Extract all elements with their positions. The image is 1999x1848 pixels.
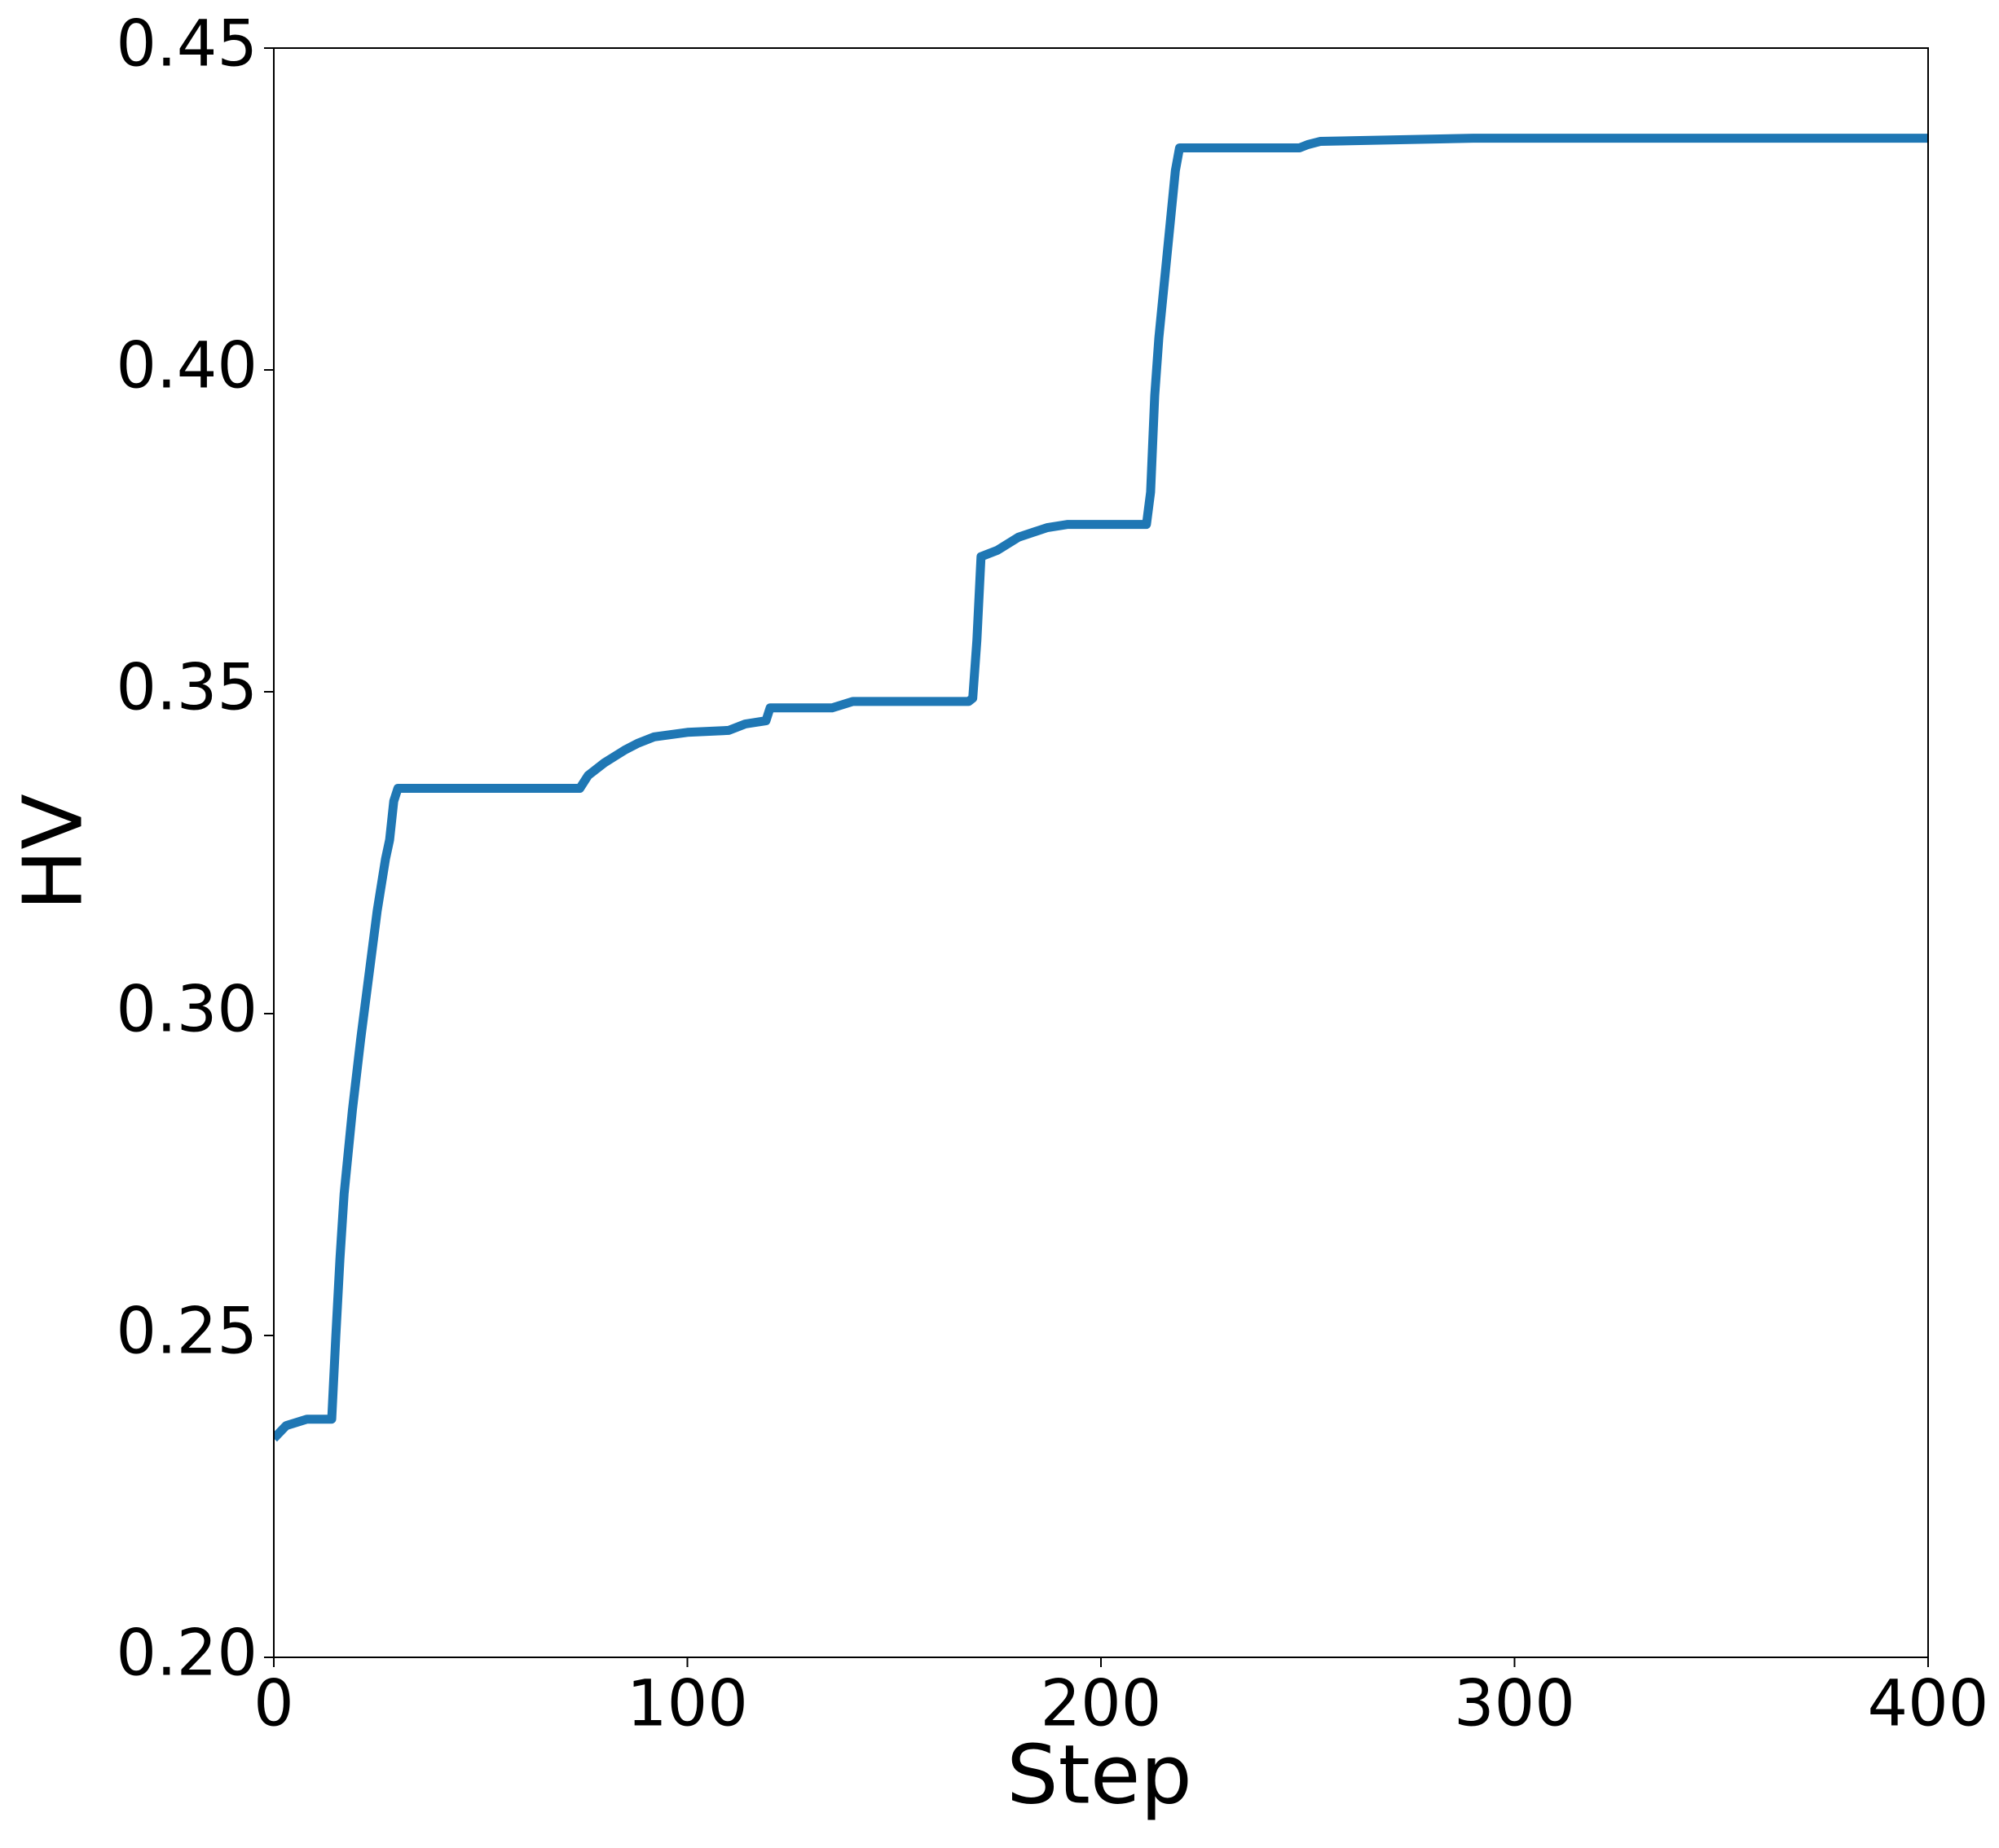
y-axis-label: HV — [5, 794, 100, 911]
y-tick-label: 0.45 — [116, 7, 258, 81]
x-axis-label: Step — [1006, 1727, 1192, 1822]
y-tick-label: 0.30 — [116, 973, 258, 1046]
y-tick-label: 0.40 — [116, 329, 258, 403]
y-tick-label: 0.35 — [116, 651, 258, 724]
x-tick-label: 0 — [253, 1667, 294, 1740]
x-tick-label: 200 — [1041, 1667, 1162, 1740]
data-line — [274, 134, 1928, 1442]
y-tick-label: 0.20 — [116, 1617, 258, 1690]
x-tick-label: 100 — [627, 1667, 748, 1740]
x-tick-label: 400 — [1868, 1667, 1989, 1740]
x-tick-label: 300 — [1454, 1667, 1575, 1740]
plot-frame — [273, 47, 1929, 1658]
y-tick-label: 0.25 — [116, 1295, 258, 1368]
